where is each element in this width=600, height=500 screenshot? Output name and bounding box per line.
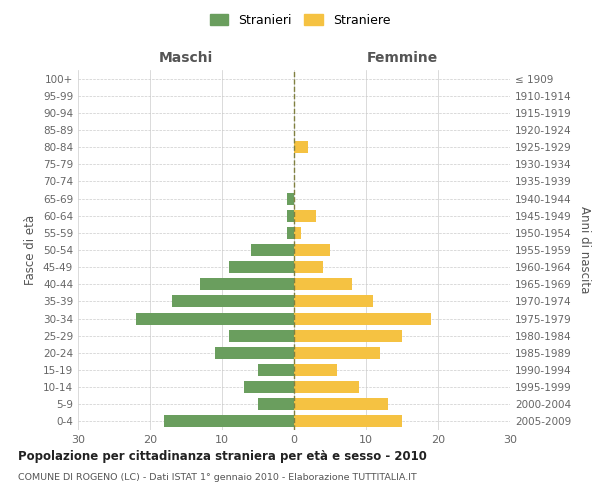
Bar (229, 330, 294, 342)
Bar (294, 312, 431, 324)
Text: COMUNE DI ROGENO (LC) - Dati ISTAT 1° gennaio 2010 - Elaborazione TUTTITALIA.IT: COMUNE DI ROGENO (LC) - Dati ISTAT 1° ge… (18, 472, 417, 482)
Bar (258, 398, 294, 410)
Bar (294, 261, 323, 273)
Bar (258, 364, 294, 376)
Bar (294, 227, 301, 239)
Bar (294, 398, 388, 410)
Text: Femmine: Femmine (367, 51, 437, 65)
Text: Popolazione per cittadinanza straniera per età e sesso - 2010: Popolazione per cittadinanza straniera p… (18, 450, 427, 463)
Bar (294, 296, 373, 308)
Text: Maschi: Maschi (159, 51, 213, 65)
Bar (244, 381, 294, 393)
Bar (294, 364, 337, 376)
Bar (136, 312, 294, 324)
Bar (287, 192, 294, 204)
Bar (251, 244, 294, 256)
Bar (229, 261, 294, 273)
Bar (215, 347, 294, 359)
Legend: Stranieri, Straniere: Stranieri, Straniere (205, 8, 395, 32)
Bar (287, 227, 294, 239)
Bar (294, 278, 352, 290)
Y-axis label: Anni di nascita: Anni di nascita (578, 206, 591, 294)
Bar (294, 347, 380, 359)
Bar (294, 381, 359, 393)
Bar (294, 416, 402, 428)
Bar (294, 244, 330, 256)
Bar (294, 330, 402, 342)
Bar (287, 210, 294, 222)
Y-axis label: Fasce di età: Fasce di età (25, 215, 37, 285)
Bar (294, 141, 308, 153)
Bar (164, 416, 294, 428)
Bar (200, 278, 294, 290)
Bar (172, 296, 294, 308)
Bar (294, 210, 316, 222)
